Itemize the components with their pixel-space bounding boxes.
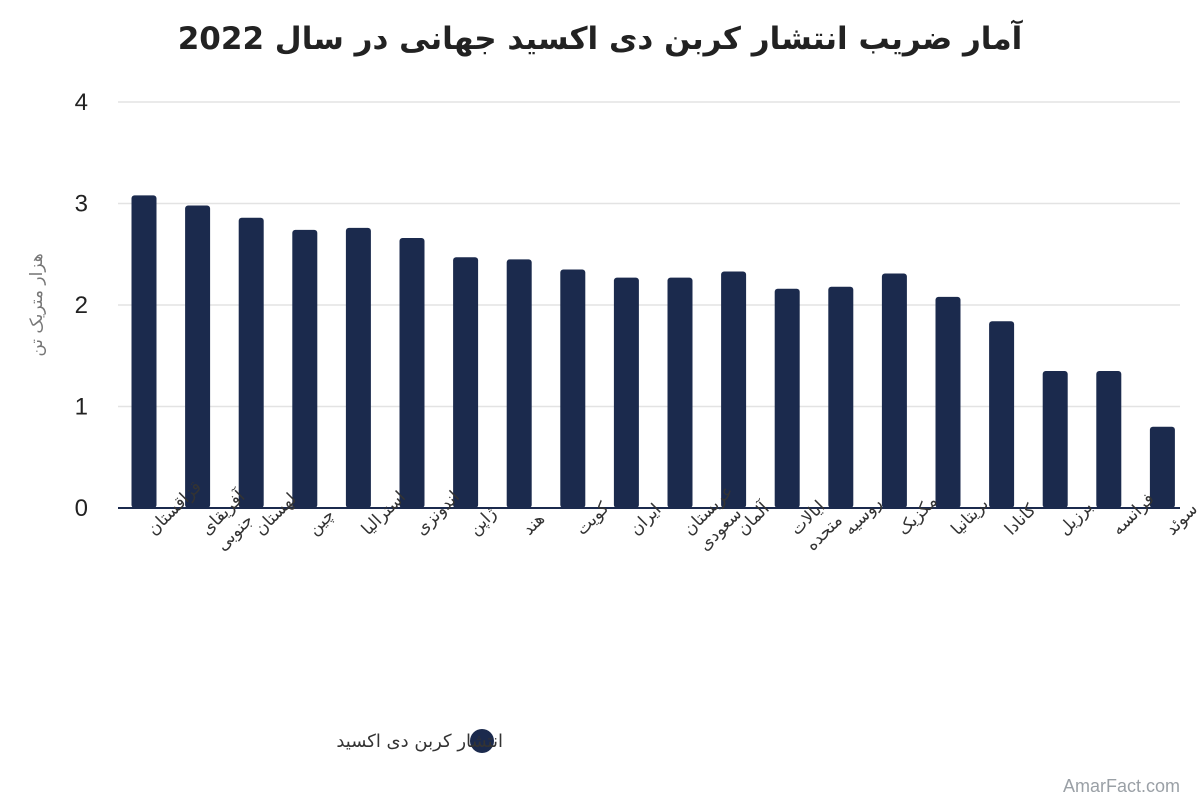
bar[interactable] [721,271,747,508]
y-tick-label: 0 [75,495,88,522]
bar[interactable] [292,229,318,508]
bar[interactable] [345,227,371,509]
bar[interactable] [935,296,961,508]
bar[interactable] [774,288,800,508]
y-tick-label: 2 [75,292,88,319]
bar[interactable] [828,286,854,508]
bar[interactable] [453,257,479,508]
watermark: AmarFact.com [1063,776,1180,796]
y-axis-label: هزار متریک تن [27,253,47,356]
bar[interactable] [238,217,264,508]
legend-marker [470,729,494,753]
x-tick-label: ژاپن [465,504,501,540]
y-tick-label: 1 [75,394,88,421]
legend[interactable]: انتشار کربن دی اکسید [336,729,503,753]
legend-label: انتشار کربن دی اکسید [336,731,503,752]
y-axis-ticks: 0 1 2 3 4 [75,89,88,522]
bar[interactable] [989,321,1015,508]
bar[interactable] [1149,426,1175,508]
bar[interactable] [1096,370,1122,508]
bar[interactable] [1042,370,1068,508]
x-tick-label: چین [304,505,338,539]
bars [131,195,1175,509]
grid-lines [118,101,1180,408]
bar[interactable] [131,195,157,508]
chart-title: آمار ضریب انتشار کربن دی اکسید جهانی در … [178,19,1024,57]
bar[interactable] [506,259,532,508]
bar[interactable] [560,269,586,508]
x-tick-label: هند [519,509,549,539]
y-tick-label: 3 [75,191,88,218]
bar[interactable] [667,277,693,508]
bar[interactable] [613,277,639,508]
bar[interactable] [185,205,211,508]
bar[interactable] [881,273,907,508]
bar[interactable] [399,238,425,508]
y-tick-label: 4 [75,89,88,116]
